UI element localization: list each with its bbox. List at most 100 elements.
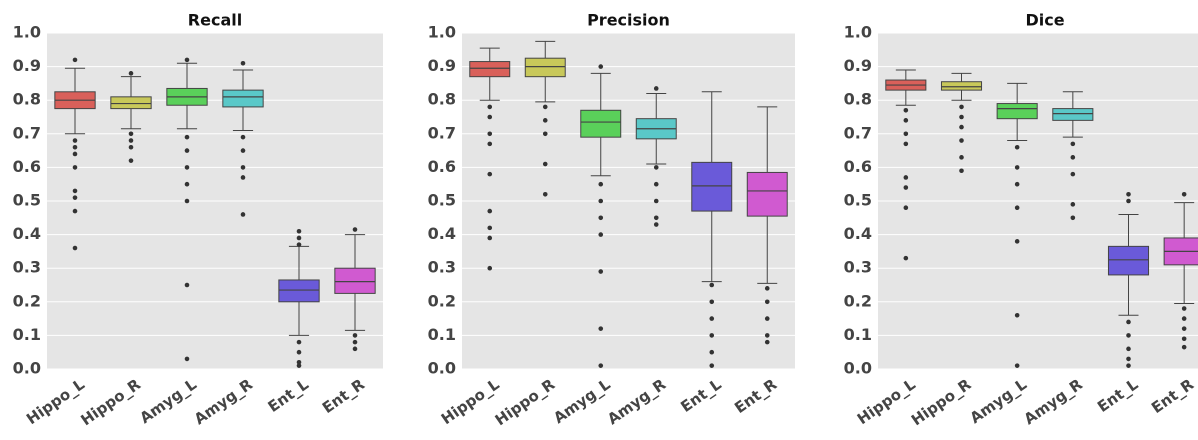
y-tick-label: 0.4 [13,224,41,243]
y-tick-label: 0.9 [428,56,456,75]
box-group [940,72,983,174]
box-group [334,227,376,352]
outlier [72,188,78,194]
outlier [296,363,302,368]
y-tick-label: 0.9 [844,56,872,75]
x-tick-label: Hippo_R [908,375,975,429]
outlier [653,181,659,187]
outlier [72,245,78,251]
outlier [1126,191,1131,197]
outlier [959,104,964,110]
y-tick-label: 0.3 [428,258,456,277]
outlier [1181,316,1187,321]
outlier [542,161,548,167]
outlier [1126,363,1131,368]
outlier [959,168,964,174]
outlier [296,359,302,365]
outlier [487,235,493,241]
outlier [903,175,909,180]
outlier [1126,346,1131,352]
y-tick-label: 0.8 [844,90,872,109]
outlier [709,333,715,338]
x-tick-label: Amyg_L [967,375,1031,427]
box [940,81,983,91]
box-group [222,60,264,217]
box [524,57,566,78]
chart-title: Recall [188,11,242,30]
outlier [1014,165,1020,170]
outlier [487,114,493,120]
outlier [598,64,604,69]
outlier [959,138,964,143]
outlier [487,225,493,231]
outlier [184,148,190,153]
outlier [72,151,78,157]
x-tick-label: Ent_R [319,375,368,417]
x-tick-label: Hippo_L [438,375,503,428]
x-tick-label: Amyg_L [550,375,614,427]
chart-title: Dice [1025,11,1064,30]
outlier [542,118,548,123]
box-group [469,47,511,271]
outlier [903,185,909,190]
outlier [487,265,493,271]
box-group [746,106,788,345]
outlier [764,333,770,338]
y-tick-label: 0.0 [428,359,456,378]
box-group [1163,191,1198,350]
outlier [653,86,659,91]
y-tick-label: 0.2 [844,291,872,310]
y-tick-label: 0.3 [13,258,41,277]
outlier [598,181,604,187]
y-tick-label: 0.7 [428,123,456,142]
box [278,279,320,303]
outlier [764,316,770,321]
outlier [1070,155,1076,160]
x-tick-label: Hippo_L [23,375,88,428]
outlier [709,316,715,321]
y-tick-label: 0.6 [13,157,41,176]
y-tick-label: 0.5 [844,191,872,210]
outlier [709,282,715,288]
outlier [128,138,134,143]
outlier [1014,363,1020,368]
outlier [1070,171,1076,177]
outlier [128,71,134,76]
outlier [72,208,78,214]
outlier [653,198,659,204]
outlier [903,131,909,137]
box-group [996,82,1038,368]
outlier [764,299,770,305]
outlier [903,107,909,113]
outlier [1126,319,1131,325]
outlier [1014,144,1020,150]
x-tick-label: Hippo_R [492,375,559,429]
outlier [352,339,358,345]
outlier [296,349,302,355]
outlier [1126,198,1131,204]
y-tick-label: 0.4 [844,224,872,243]
outlier [240,212,246,217]
box-group [278,228,320,368]
y-tick-label: 0.3 [844,258,872,277]
outlier [487,171,493,177]
outlier [296,228,302,234]
outlier [352,227,358,232]
box-group [54,57,96,251]
outlier [598,363,604,368]
outlier [959,114,964,120]
y-tick-label: 0.7 [13,123,41,142]
outlier [598,215,604,221]
outlier [1181,326,1187,331]
outlier [1070,141,1076,147]
outlier [1070,215,1076,221]
outlier [709,349,715,355]
outlier [598,269,604,274]
box-group [691,91,733,368]
y-tick-label: 0.0 [844,359,872,378]
outlier [542,191,548,197]
y-tick-label: 0.8 [13,90,41,109]
outlier [184,282,190,288]
outlier [1014,205,1020,211]
